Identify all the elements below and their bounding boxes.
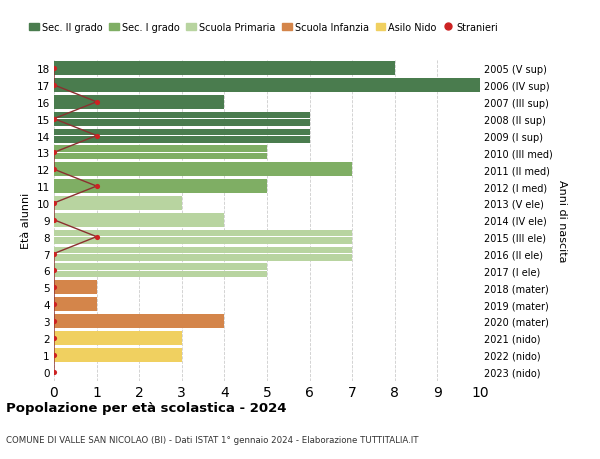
Y-axis label: Anni di nascita: Anni di nascita <box>557 179 567 262</box>
Bar <box>54 79 480 85</box>
Point <box>49 217 59 224</box>
Bar <box>54 355 182 362</box>
Bar <box>54 103 224 110</box>
Bar <box>54 230 352 237</box>
Bar <box>54 264 267 271</box>
Point <box>49 351 59 358</box>
Legend: Sec. II grado, Sec. I grado, Scuola Primaria, Scuola Infanzia, Asilo Nido, Stran: Sec. II grado, Sec. I grado, Scuola Prim… <box>29 23 498 33</box>
Bar <box>54 170 352 177</box>
Point <box>92 234 101 241</box>
Bar <box>54 321 224 328</box>
Bar <box>54 119 310 126</box>
Bar <box>54 254 352 261</box>
Point <box>49 335 59 342</box>
Bar <box>54 288 97 295</box>
Bar <box>54 314 224 321</box>
Point <box>49 116 59 123</box>
Bar <box>54 136 310 143</box>
Bar <box>54 280 97 287</box>
Text: COMUNE DI VALLE SAN NICOLAO (BI) - Dati ISTAT 1° gennaio 2024 - Elaborazione TUT: COMUNE DI VALLE SAN NICOLAO (BI) - Dati … <box>6 435 419 443</box>
Point <box>49 149 59 157</box>
Point <box>92 133 101 140</box>
Bar <box>54 146 267 153</box>
Bar <box>54 297 97 304</box>
Bar <box>54 338 182 345</box>
Bar <box>54 163 352 170</box>
Bar <box>54 271 267 278</box>
Bar <box>54 237 352 244</box>
Bar <box>54 331 182 338</box>
Bar <box>54 204 182 211</box>
Bar <box>54 112 310 119</box>
Point <box>49 318 59 325</box>
Point <box>49 166 59 174</box>
Point <box>92 99 101 106</box>
Point <box>49 250 59 257</box>
Point <box>49 301 59 308</box>
Bar <box>54 129 310 136</box>
Bar <box>54 187 267 194</box>
Text: Popolazione per età scolastica - 2024: Popolazione per età scolastica - 2024 <box>6 401 287 414</box>
Point <box>92 183 101 190</box>
Bar <box>54 62 395 69</box>
Bar <box>54 153 267 160</box>
Bar <box>54 86 480 93</box>
Bar <box>54 220 224 227</box>
Bar <box>54 196 182 203</box>
Bar <box>54 213 224 220</box>
Bar <box>54 305 97 311</box>
Bar <box>54 247 352 254</box>
Point <box>49 200 59 207</box>
Point <box>49 82 59 90</box>
Point <box>49 65 59 73</box>
Bar <box>54 69 395 76</box>
Bar <box>54 95 224 102</box>
Bar <box>54 179 267 186</box>
Bar <box>54 348 182 355</box>
Point <box>49 368 59 375</box>
Point <box>49 267 59 274</box>
Point <box>49 284 59 291</box>
Y-axis label: Età alunni: Età alunni <box>21 192 31 248</box>
